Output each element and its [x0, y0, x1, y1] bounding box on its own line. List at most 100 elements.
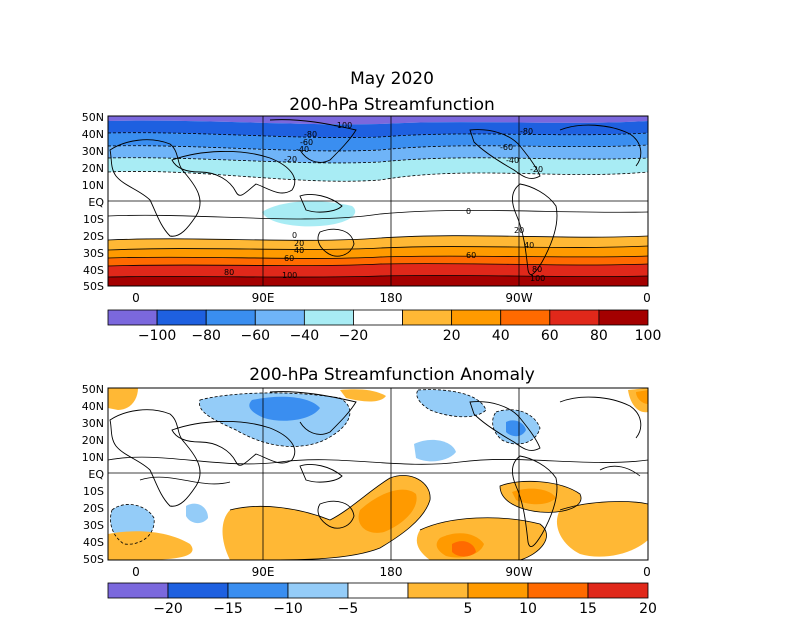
lon-label: 0 [132, 291, 140, 305]
lon-label: 180 [380, 291, 403, 305]
band-p100 [108, 275, 648, 286]
anom-pos-n-pac [340, 389, 386, 402]
lat-label: 10S [83, 485, 104, 498]
band-n20 [108, 157, 648, 182]
colorbar-swatch [587, 582, 649, 599]
colorbar-label: −40 [290, 328, 320, 344]
panel2-frame [107, 387, 649, 561]
lon-label: 0 [132, 565, 140, 579]
colorbar-label: −10 [273, 601, 303, 617]
colorbar-label: −80 [191, 328, 221, 344]
panel2-lon-labels: 0 90E 180 90W 0 [132, 565, 651, 579]
lat-label: 10N [82, 179, 104, 192]
panel2-coastlines [109, 391, 642, 547]
panel1-title: 200-hPa Streamfunction [289, 95, 495, 115]
contour-label: -40 [506, 156, 519, 165]
anom-neg-eq-pac [414, 439, 456, 462]
contour-label: 100 [530, 274, 545, 283]
lon-label: 0 [643, 291, 651, 305]
anom-pos-core [358, 489, 417, 533]
anom-pos-ne-core [636, 390, 648, 404]
anom-pos-s-atl [556, 501, 648, 557]
panel2-contours [108, 389, 648, 560]
colorbar-label: −15 [213, 601, 243, 617]
contour-label: 40 [524, 241, 534, 250]
lat-label: 10S [83, 213, 104, 226]
lat-label: 50N [82, 111, 104, 124]
lon-label: 0 [643, 565, 651, 579]
band-n40 [108, 145, 648, 163]
colorbar-label: 10 [519, 601, 537, 617]
contour-label: 60 [466, 251, 476, 260]
lon-label: 90W [505, 291, 532, 305]
contour-label: 100 [282, 271, 297, 280]
colorbar-label: −60 [240, 328, 270, 344]
contour-label: -100 [334, 121, 352, 130]
lat-label: 50N [82, 383, 104, 396]
anom-pos-s-pac [108, 531, 193, 560]
lat-label: 30N [82, 417, 104, 430]
contour-label: 20 [294, 239, 304, 248]
contour-label: 80 [224, 268, 234, 277]
colorbar-swatch [167, 582, 229, 599]
lat-label: EQ [88, 468, 104, 481]
lat-label: 40N [82, 400, 104, 413]
colorbar-swatch [598, 309, 649, 326]
panel1-lat-labels: 50N 40N 30N 20N 10N EQ 10S 20S 30S 40S 5… [82, 111, 105, 293]
lat-label: 30S [83, 247, 104, 260]
lat-label: 20S [83, 230, 104, 243]
blob-n20-tropics [262, 201, 356, 227]
contour-label: 60 [284, 254, 294, 263]
colorbar-swatch [303, 309, 354, 326]
colorbar-swatch [407, 582, 469, 599]
contour-label: -40 [296, 145, 309, 154]
lat-label: 20N [82, 434, 104, 447]
panel1-colorbar: −100 −80 −60 −40 −20 20 40 60 80 100 [107, 309, 661, 344]
colorbar-swatch [287, 582, 349, 599]
colorbar-swatch [402, 309, 453, 326]
lon-label: 90E [252, 565, 275, 579]
lat-label: 20N [82, 162, 104, 175]
band-n60 [108, 132, 648, 151]
panel2-grid [108, 388, 648, 560]
colorbar-label: 20 [639, 601, 657, 617]
lat-label: 30S [83, 519, 104, 532]
colorbar-label: −100 [138, 328, 176, 344]
panel2-colorbar: −20 −15 −10 −5 5 10 15 20 [107, 582, 657, 617]
contour-label: -80 [520, 127, 533, 136]
contour-label: 20 [514, 226, 524, 235]
colorbar-label: −20 [153, 601, 183, 617]
band-n100 [108, 116, 648, 125]
lat-label: EQ [88, 196, 104, 209]
colorbar-swatch [347, 582, 409, 599]
colorbar-label: 5 [464, 601, 473, 617]
lat-label: 40S [83, 264, 104, 277]
colorbar-label: 20 [443, 328, 461, 344]
colorbar-label: 15 [579, 601, 597, 617]
lat-label: 50S [83, 280, 104, 293]
colorbar-swatch [451, 309, 502, 326]
panel2-map: 50N 40N 30N 20N 10N EQ 10S 20S 30S 40S 5… [82, 383, 651, 579]
colorbar-swatch [254, 309, 305, 326]
contour-label: 0 [292, 231, 297, 240]
main-title: May 2020 [350, 69, 434, 89]
colorbar-label: −5 [338, 601, 359, 617]
colorbar-swatch [156, 309, 207, 326]
colorbar-label: 40 [492, 328, 510, 344]
anom-pos-e-pac-core [512, 488, 556, 505]
colorbar-swatch [107, 582, 169, 599]
lat-label: 50S [83, 553, 104, 566]
panel1-lon-labels: 0 90E 180 90W 0 [132, 291, 651, 305]
anom-neg-pacific [416, 389, 486, 417]
panel2-title: 200-hPa Streamfunction Anomaly [249, 365, 535, 385]
panel1-map: 50N 40N 30N 20N 10N EQ 10S 20S 30S 40S 5… [82, 111, 651, 305]
colorbar-swatch [549, 309, 600, 326]
colorbar-swatch [527, 582, 589, 599]
panel1-coastlines [109, 119, 642, 275]
lat-label: 20S [83, 502, 104, 515]
lon-label: 180 [380, 565, 403, 579]
contour-label: -20 [530, 165, 543, 174]
lon-label: 90W [505, 565, 532, 579]
lon-label: 90E [252, 291, 275, 305]
contour-label: 80 [532, 265, 542, 274]
